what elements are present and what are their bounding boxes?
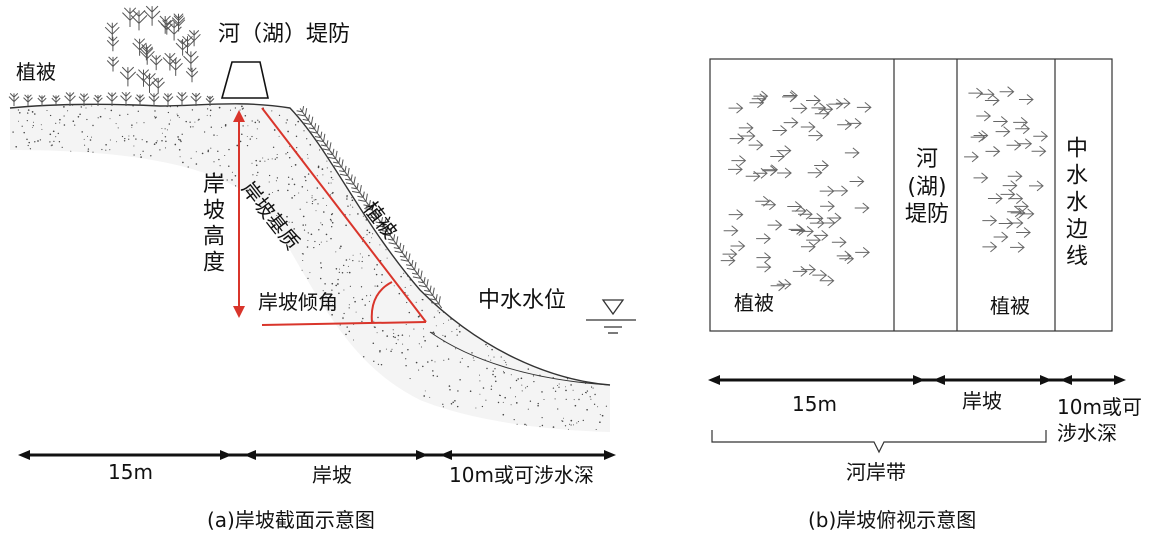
bank-height-label: 岸坡高度 [199,172,224,276]
dimension-b-seg2: 岸坡 [962,389,1002,413]
water-level-label: 中水水位 [478,288,567,313]
plan-vegetation-left-label: 植被 [734,291,774,315]
ground-lower-line [429,331,611,386]
plan-vegetation-right-label: 植被 [990,294,1030,318]
dimension-a-seg2: 岸坡 [312,463,352,487]
bank-height-arrowhead-top [233,110,245,122]
ground-body [10,103,610,432]
vegetation-top-label: 植被 [16,60,56,84]
dimension-a-seg3: 10m或可涉水深 [449,463,594,487]
slope-line [261,107,427,323]
dimension-b-seg1: 15m [792,392,837,416]
plan-view-frame [709,58,1113,332]
vegetation-marks-section [8,5,443,309]
plan-levee-label: 河(湖)堤防 [905,147,950,227]
dimension-a-seg1: 15m [108,460,153,484]
plan-water-edge-label: 中水水边线 [1062,136,1087,271]
angle-arc [370,281,393,323]
caption-a: (a)岸坡截面示意图 [207,508,375,532]
riparian-brace [711,430,1047,454]
dimension-ticks-a [18,450,616,460]
dimension-b-seg3: 10m或可涉水深 [1057,395,1142,445]
riparian-zone-label: 河岸带 [846,460,906,484]
bank-height-arrowhead-bottom [233,306,245,318]
levee-shape [220,61,269,99]
water-level-symbol [586,299,636,334]
angle-base-line [261,321,427,326]
levee-label: 河（湖）堤防 [218,22,351,47]
plan-view-diagram [708,58,1126,454]
vegetation-marks-plan [720,86,1049,292]
bank-angle-label: 岸坡倾角 [258,290,338,314]
caption-b: (b)岸坡俯视示意图 [808,508,977,532]
dimension-ticks-b [708,375,1126,385]
cross-section-diagram [8,5,636,460]
